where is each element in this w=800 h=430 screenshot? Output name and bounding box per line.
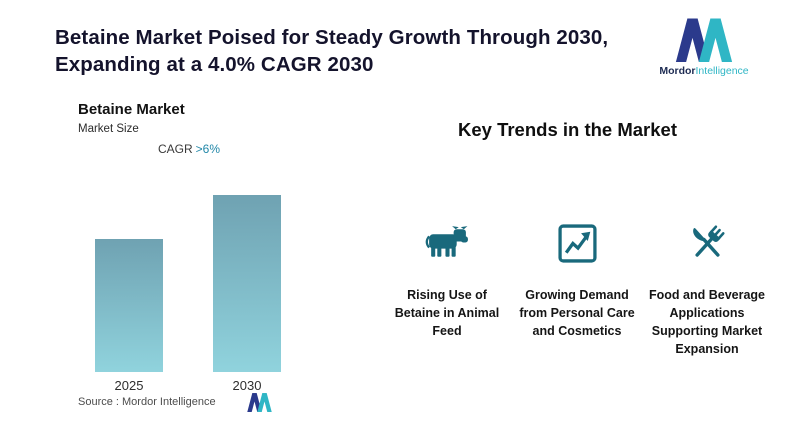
bar-2030: 2030 xyxy=(213,195,281,393)
brand-logo: MordorIntelligence xyxy=(652,16,756,77)
trend-label: Growing Demand from Personal Care and Co… xyxy=(519,288,635,339)
bar-category-label: 2025 xyxy=(114,378,144,393)
cagr-label: CAGR >6% xyxy=(158,142,220,156)
source-row: Source : Mordor Intelligence xyxy=(78,392,273,412)
bar-category-label: 2030 xyxy=(232,378,262,393)
chart-title: Betaine Market xyxy=(78,101,185,118)
cagr-value: >6% xyxy=(195,142,221,156)
brand-name-bold: Mordor xyxy=(659,65,696,77)
trend-item-personal-care: Growing Demand from Personal Care and Co… xyxy=(518,216,636,359)
bar-chart: 2025 2030 xyxy=(95,195,281,393)
mordor-logo-icon xyxy=(675,18,733,62)
chart-subtitle: Market Size xyxy=(78,123,139,135)
trend-label: Rising Use of Betaine in Animal Feed xyxy=(394,288,500,339)
source-text: Source : Mordor Intelligence xyxy=(78,396,216,408)
brand-name: MordorIntelligence xyxy=(659,65,748,77)
cagr-prefix: CAGR xyxy=(158,142,193,156)
trend-item-food-beverage: Food and Beverage Applications Supportin… xyxy=(648,216,766,359)
growth-chart-icon xyxy=(557,216,598,270)
page-title: Betaine Market Poised for Steady Growth … xyxy=(55,26,609,77)
cow-icon xyxy=(424,216,471,270)
trend-item-animal-feed: Rising Use of Betaine in Animal Feed xyxy=(388,216,506,359)
brand-name-light: Intelligence xyxy=(695,65,749,77)
trends-heading: Key Trends in the Market xyxy=(458,119,677,140)
trends-row: Rising Use of Betaine in Animal Feed Gro… xyxy=(388,216,766,359)
bar-2025: 2025 xyxy=(95,239,163,393)
trend-label: Food and Beverage Applications Supportin… xyxy=(649,288,765,357)
mordor-logo-icon-small xyxy=(246,393,272,412)
fork-knife-icon xyxy=(686,216,729,270)
